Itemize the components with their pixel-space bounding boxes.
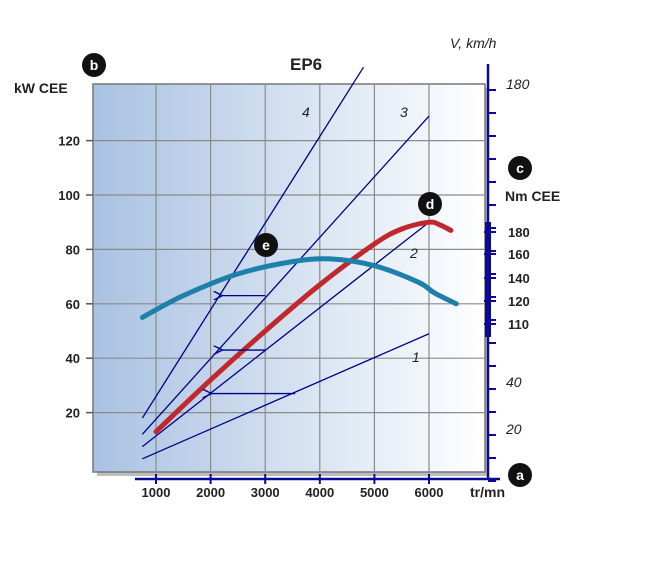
speed-ticks: 20 40 180 bbox=[505, 76, 530, 437]
gear-line-2 bbox=[141, 221, 430, 448]
x-ticks: 1000 2000 3000 4000 5000 6000 bbox=[142, 474, 444, 500]
x-tick-label-4000: 4000 bbox=[305, 485, 334, 500]
y-tick-label-20: 20 bbox=[66, 406, 80, 421]
speed-tick-label-40: 40 bbox=[506, 374, 522, 390]
torque-tick-label-180: 180 bbox=[508, 225, 530, 240]
gear-label-2: 2 bbox=[409, 245, 418, 261]
annotation-arrows bbox=[211, 296, 296, 394]
torque-tick-label-120: 120 bbox=[508, 294, 530, 309]
gear-label-4: 4 bbox=[302, 104, 310, 120]
badge-a: a bbox=[508, 463, 532, 487]
svg-text:b: b bbox=[90, 57, 99, 73]
x-tick-label-6000: 6000 bbox=[415, 485, 444, 500]
gear-label-1: 1 bbox=[412, 349, 420, 365]
gear-line-1 bbox=[142, 333, 430, 460]
series-curve-e bbox=[139, 256, 459, 320]
x-tick-label-3000: 3000 bbox=[251, 485, 280, 500]
badge-e: e bbox=[254, 233, 278, 257]
y-left-axis-label: kW CEE bbox=[14, 80, 68, 96]
y-tick-label-120: 120 bbox=[58, 134, 80, 149]
y-tick-label-60: 60 bbox=[66, 297, 80, 312]
y-tick-label-100: 100 bbox=[58, 188, 80, 203]
torque-scale-band bbox=[485, 222, 491, 337]
y-tick-label-80: 80 bbox=[66, 242, 80, 257]
badge-d: d bbox=[418, 192, 442, 216]
badge-b: b bbox=[82, 53, 106, 77]
torque-ticks: 110 120 140 160 180 bbox=[484, 225, 530, 332]
torque-tick-label-110: 110 bbox=[508, 317, 529, 332]
x-tick-label-2000: 2000 bbox=[196, 485, 225, 500]
speed-tick-label-20: 20 bbox=[505, 421, 522, 437]
chart-title: EP6 bbox=[290, 55, 322, 74]
torque-axis-label: Nm CEE bbox=[505, 188, 560, 204]
series-curves bbox=[139, 219, 459, 435]
gear-label-3: 3 bbox=[400, 104, 408, 120]
gear-line-3 bbox=[141, 115, 430, 435]
svg-text:a: a bbox=[516, 467, 524, 483]
svg-text:d: d bbox=[426, 196, 435, 212]
gear-lines: 1 2 3 4 bbox=[141, 66, 430, 460]
grid bbox=[93, 84, 485, 472]
y-tick-label-40: 40 bbox=[66, 351, 80, 366]
y-left-ticks: 20 40 60 80 100 120 bbox=[58, 134, 93, 421]
speed-tick-label-180: 180 bbox=[506, 76, 530, 92]
x-axis-label: tr/mn bbox=[470, 484, 505, 500]
torque-tick-label-140: 140 bbox=[508, 271, 530, 286]
x-tick-label-5000: 5000 bbox=[360, 485, 389, 500]
series-curve-d bbox=[153, 219, 454, 435]
svg-text:c: c bbox=[516, 160, 524, 176]
x-tick-label-1000: 1000 bbox=[142, 485, 171, 500]
torque-tick-label-160: 160 bbox=[508, 247, 530, 262]
badge-c: c bbox=[508, 156, 532, 180]
gear-line-4 bbox=[141, 66, 365, 419]
svg-text:e: e bbox=[262, 237, 270, 253]
right-axis-minor-ticks bbox=[485, 89, 496, 482]
plot-area bbox=[92, 83, 486, 473]
speed-axis-label: V, km/h bbox=[450, 35, 497, 51]
